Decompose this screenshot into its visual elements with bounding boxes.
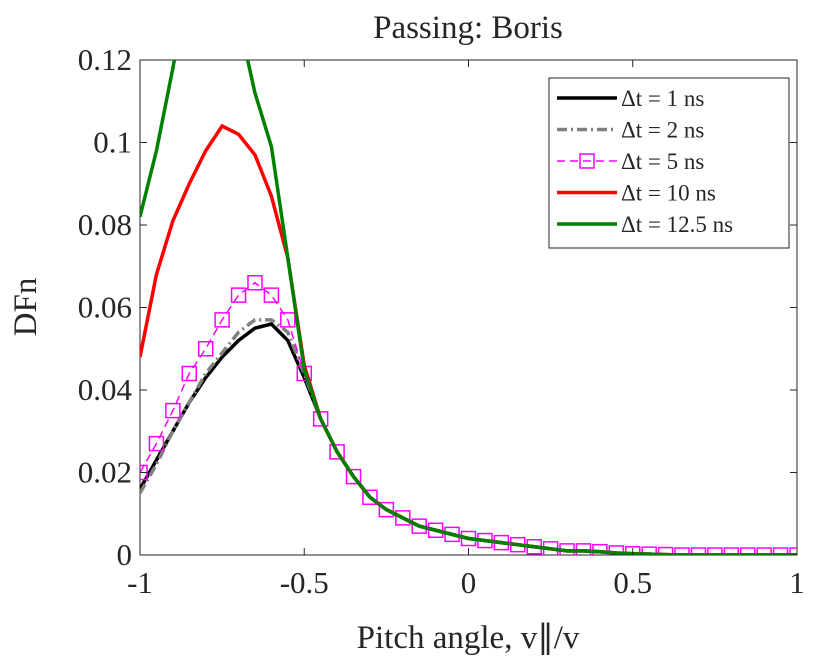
y-tick-label: 0 (117, 537, 133, 572)
marker (345, 468, 362, 485)
marker (165, 402, 181, 419)
y-tick-label: 0.12 (78, 42, 132, 77)
legend-label: Δt = 5 ns (621, 149, 704, 174)
plot-area (140, 60, 797, 555)
series-line (140, 322, 797, 555)
x-tick-label: 1 (789, 565, 805, 600)
legend-label: Δt = 12.5 ns (621, 212, 733, 237)
x-tick-label: -1 (127, 565, 153, 600)
marker (690, 547, 707, 555)
legend-label: Δt = 2 ns (621, 118, 704, 143)
legend-label: Δt = 10 ns (621, 181, 716, 206)
marker (329, 444, 345, 460)
marker (723, 547, 740, 555)
marker (247, 275, 263, 291)
series-line (140, 318, 797, 555)
marker (756, 547, 772, 555)
marker (362, 489, 378, 505)
marker (739, 547, 756, 555)
marker (674, 547, 690, 555)
legend-marker (579, 153, 595, 169)
marker (312, 411, 329, 427)
marker (378, 501, 395, 518)
marker (280, 312, 296, 328)
x-axis-label: Pitch angle, v∥/v (357, 620, 580, 656)
legend-label: Δt = 1 ns (621, 86, 704, 111)
x-tick-label: 0.5 (613, 565, 652, 600)
y-tick-label: 0.08 (78, 207, 132, 242)
marker (230, 287, 247, 303)
y-tick-label: 0.02 (78, 455, 132, 490)
series-line (140, 281, 797, 555)
chart-title: Passing: Boris (373, 10, 563, 46)
legend-box (548, 77, 790, 249)
y-tick-label: 0.04 (78, 372, 133, 407)
y-tick-label: 0.06 (78, 290, 132, 325)
marker (197, 341, 214, 357)
marker (181, 365, 198, 382)
marker (395, 510, 411, 526)
marker (707, 547, 723, 555)
x-tick-label: -0.5 (280, 565, 329, 600)
y-axis-label: DFn (8, 278, 44, 337)
x-tick-label: 0 (461, 565, 477, 600)
marker (214, 312, 230, 328)
marker (148, 435, 165, 452)
marker (772, 547, 789, 555)
marker (263, 287, 280, 303)
series-line (140, 60, 797, 555)
y-tick-label: 0.1 (93, 125, 132, 160)
